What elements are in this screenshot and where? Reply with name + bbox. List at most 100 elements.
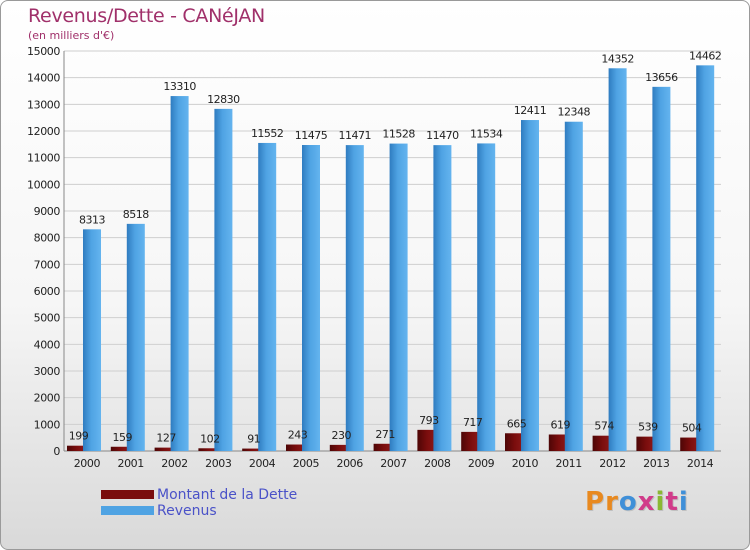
x-tick-label: 2009 <box>468 457 495 470</box>
y-tick-label: 10000 <box>27 178 60 191</box>
x-tick-label: 2004 <box>249 457 276 470</box>
y-tick-label: 11000 <box>27 152 60 165</box>
revenue-value-label: 14352 <box>601 52 634 65</box>
revenue-value-label: 11534 <box>470 127 503 140</box>
legend-swatch-debt <box>101 490 154 499</box>
revenue-value-label: 11470 <box>426 129 459 142</box>
logo-letter: o <box>618 487 638 517</box>
x-tick-label: 2000 <box>74 457 101 470</box>
legend-swatch-revenue <box>101 506 154 515</box>
y-tick-label: 5000 <box>34 312 61 325</box>
y-tick-label: 15000 <box>27 45 60 58</box>
debt-bar <box>154 447 174 451</box>
y-tick-label: 14000 <box>27 72 60 85</box>
debt-bar <box>110 446 130 451</box>
x-tick-label: 2014 <box>687 457 714 470</box>
x-tick-label: 2003 <box>205 457 232 470</box>
debt-bar <box>636 436 656 451</box>
logo-letter: x <box>637 487 656 517</box>
y-tick-label: 7000 <box>34 258 61 271</box>
revenue-value-label: 11475 <box>295 129 328 142</box>
x-tick-label: 2001 <box>117 457 143 470</box>
y-tick-label: 8000 <box>34 232 61 245</box>
debt-value-label: 574 <box>594 420 614 433</box>
revenue-bar <box>652 86 671 451</box>
revenue-bar <box>258 142 277 452</box>
y-tick-label: 3000 <box>34 365 61 378</box>
x-tick-label: 2002 <box>161 457 187 470</box>
debt-value-label: 243 <box>288 429 308 442</box>
debt-bar <box>461 431 481 451</box>
debt-bar <box>329 444 349 451</box>
debt-value-label: 271 <box>375 428 395 441</box>
label-layer: 0 1000 2000 3000 4000 5000 6000 7000 8000 9000 100… <box>27 45 722 470</box>
revenue-bar <box>696 65 715 451</box>
debt-value-label: 127 <box>156 432 176 445</box>
debt-value-label: 504 <box>682 422 702 435</box>
debt-bar <box>242 448 262 451</box>
debt-value-label: 665 <box>507 417 527 430</box>
revenue-value-label: 8313 <box>79 213 105 226</box>
x-tick-label: 2008 <box>424 457 451 470</box>
revenue-value-label: 13310 <box>163 80 196 93</box>
x-tick-label: 2012 <box>599 457 625 470</box>
chart-subtitle: (en milliers d'€) <box>28 29 115 42</box>
revenue-bar <box>521 120 539 451</box>
debt-bar <box>417 429 437 451</box>
revenue-value-label: 12830 <box>207 93 240 106</box>
revenue-bar <box>608 68 627 451</box>
debt-bar <box>680 437 700 451</box>
debt-bar <box>505 433 524 451</box>
revenue-bar <box>170 96 189 452</box>
bar-layer <box>67 65 715 452</box>
revenue-bar <box>345 145 364 451</box>
debt-value-label: 717 <box>463 416 483 429</box>
debt-value-label: 619 <box>551 418 571 431</box>
debt-value-label: 91 <box>247 433 260 446</box>
revenue-value-label: 8518 <box>123 208 149 221</box>
revenue-value-label: 11528 <box>382 128 415 141</box>
revenue-value-label: 11552 <box>251 127 284 140</box>
debt-value-label: 793 <box>419 414 439 427</box>
y-tick-label: 12000 <box>27 125 60 138</box>
y-tick-label: 1000 <box>34 418 61 431</box>
revenue-value-label: 12411 <box>514 104 547 117</box>
y-tick-label: 4000 <box>34 338 61 351</box>
x-tick-label: 2005 <box>293 457 320 470</box>
revenue-value-label: 11471 <box>339 129 372 142</box>
revenue-bar <box>302 145 320 451</box>
revenue-bar <box>389 143 408 451</box>
debt-bar <box>286 444 305 451</box>
revenue-bar <box>126 223 145 451</box>
y-tick-label: 0 <box>53 445 60 458</box>
debt-bar <box>67 445 86 451</box>
debt-bar <box>198 448 218 451</box>
y-tick-label: 2000 <box>34 392 61 405</box>
revenue-value-label: 13656 <box>645 71 678 84</box>
revenue-bar <box>477 143 496 451</box>
logo-letter: t <box>665 487 679 517</box>
debt-bar <box>373 443 393 451</box>
x-tick-label: 2006 <box>336 457 363 470</box>
y-tick-label: 9000 <box>34 205 61 218</box>
debt-bar <box>548 434 568 451</box>
debt-value-label: 539 <box>638 421 658 434</box>
debt-value-label: 102 <box>200 432 220 445</box>
debt-value-label: 199 <box>69 430 89 443</box>
x-tick-label: 2010 <box>512 457 539 470</box>
revenue-bar <box>214 108 233 451</box>
revenue-value-label: 14462 <box>689 49 722 62</box>
logo-letter: i <box>655 487 666 517</box>
debt-bar <box>592 435 612 451</box>
debt-value-label: 159 <box>113 431 133 444</box>
y-tick-label: 6000 <box>34 285 61 298</box>
logo-letter: i <box>678 487 689 517</box>
logo-letter: P <box>585 487 606 517</box>
x-tick-label: 2011 <box>555 457 581 470</box>
x-tick-label: 2013 <box>643 457 670 470</box>
revenue-bar <box>564 121 583 451</box>
y-tick-label: 13000 <box>27 98 60 111</box>
debt-value-label: 230 <box>332 429 352 442</box>
